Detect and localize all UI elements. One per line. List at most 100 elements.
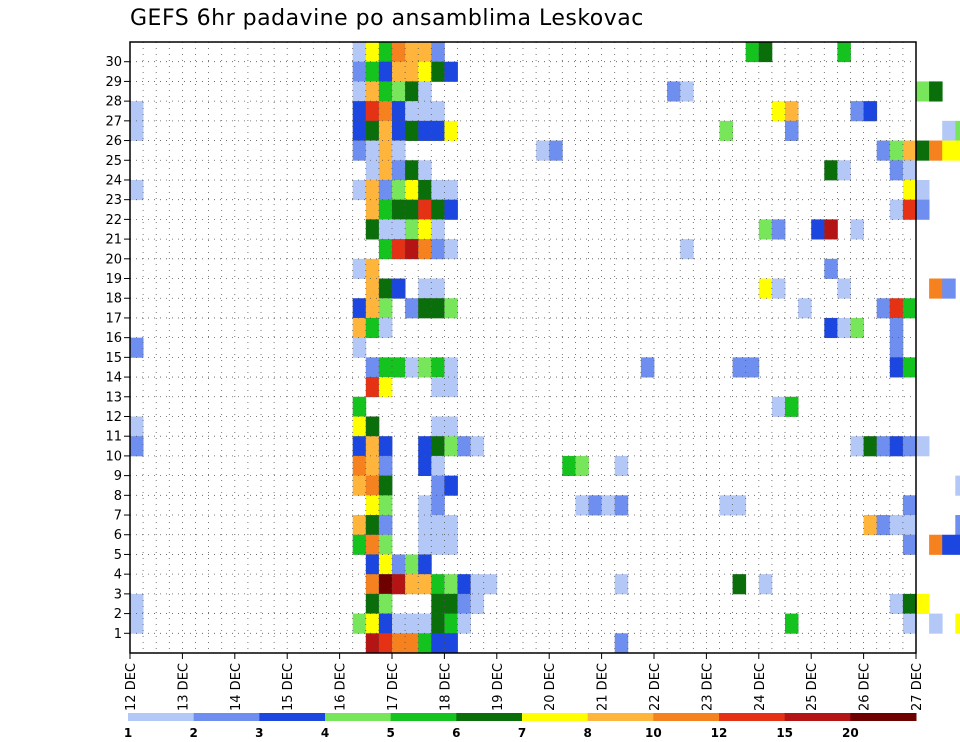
- heatmap-cell: [365, 633, 380, 654]
- heatmap-cell: [365, 42, 380, 63]
- x-tick-label: 21 DEC: [596, 663, 611, 711]
- heatmap-cell: [392, 219, 406, 240]
- heatmap-cell: [955, 120, 960, 141]
- heatmap-cell: [130, 416, 144, 437]
- heatmap-cell: [444, 475, 458, 496]
- heatmap-cell: [418, 81, 432, 102]
- heatmap-cell: [392, 140, 406, 161]
- heatmap-cell: [902, 179, 917, 201]
- heatmap-cell: [378, 495, 393, 516]
- colorbar-swatch: [653, 713, 720, 721]
- heatmap-cell: [365, 574, 380, 595]
- heatmap-cell: [732, 574, 747, 595]
- y-tick-label: 26: [105, 134, 122, 149]
- heatmap-cell: [365, 357, 380, 378]
- heatmap-cell: [365, 140, 380, 161]
- heatmap-cell: [392, 160, 406, 181]
- heatmap-cell: [929, 140, 943, 161]
- heatmap-cell: [889, 298, 904, 319]
- heatmap-cell: [405, 42, 419, 63]
- heatmap-cell: [392, 199, 406, 220]
- heatmap-cell: [431, 455, 445, 477]
- heatmap-cell: [418, 436, 432, 457]
- heatmap-cell: [378, 219, 393, 240]
- heatmap-cell: [352, 298, 367, 319]
- y-tick-label: 16: [105, 331, 122, 346]
- heatmap-cell: [365, 120, 380, 141]
- heatmap-cell: [392, 179, 406, 201]
- heatmap-cell: [889, 199, 904, 220]
- heatmap-cell: [392, 357, 406, 378]
- heatmap-cell: [902, 613, 917, 634]
- heatmap-cell: [889, 337, 904, 358]
- heatmap-cell: [365, 101, 380, 122]
- heatmap-cell: [378, 101, 393, 122]
- y-tick-label: 9: [114, 469, 122, 484]
- heatmap-cell: [352, 120, 367, 141]
- x-axis-ticks: 12 DEC 13 DEC 14 DEC 15 DEC 16 DEC 17 DEC 18 D…: [124, 653, 925, 711]
- colorbar-swatch: [128, 713, 195, 721]
- heatmap-cell: [378, 199, 393, 220]
- heatmap-cell: [431, 377, 445, 398]
- heatmap-cell: [352, 140, 367, 161]
- heatmap-cell: [130, 120, 144, 141]
- heatmap-cell: [418, 120, 432, 141]
- heatmap-cell: [955, 613, 960, 634]
- heatmap-cell: [431, 101, 445, 122]
- heatmap-cell: [352, 42, 367, 63]
- y-tick-label: 15: [105, 351, 122, 366]
- heatmap-cell: [837, 160, 851, 181]
- heatmap-cell: [916, 140, 930, 161]
- heatmap-cell: [863, 101, 878, 122]
- heatmap-cell: [365, 81, 380, 102]
- heatmap-cell: [431, 574, 445, 595]
- heatmap-cell: [365, 554, 380, 575]
- heatmap-cell: [431, 593, 445, 614]
- heatmap-cell: [444, 298, 458, 319]
- heatmap-cell: [431, 179, 445, 201]
- heatmap-cell: [902, 199, 917, 220]
- x-tick-label: 26 DEC: [858, 663, 873, 711]
- heatmap-cell: [365, 534, 380, 555]
- heatmap-cell: [889, 140, 904, 161]
- colorbar-swatch: [390, 713, 457, 721]
- chart-title: GEFS 6hr padavine po ansamblima Leskovac: [130, 6, 644, 31]
- heatmap-cell: [902, 534, 917, 555]
- heatmap-cell: [365, 317, 380, 339]
- heatmap-cell: [352, 258, 367, 279]
- heatmap-cell: [929, 613, 943, 634]
- heatmap-cell: [365, 475, 380, 496]
- heatmap-cell: [863, 436, 878, 457]
- x-tick-label: 23 DEC: [700, 663, 715, 711]
- colorbar-swatch: [850, 713, 917, 721]
- heatmap-cell: [916, 81, 930, 102]
- colorbar-label: 5: [386, 726, 394, 740]
- heatmap-cell: [916, 593, 930, 614]
- heatmap-cell: [470, 574, 485, 595]
- heatmap-cell: [431, 475, 445, 496]
- heatmap-cell: [431, 534, 445, 555]
- heatmap-cell: [365, 298, 380, 319]
- x-tick-label: 20 DEC: [543, 663, 558, 711]
- heatmap-cell: [719, 120, 733, 141]
- heatmap-cell: [431, 120, 445, 141]
- heatmap-cell: [732, 357, 747, 378]
- heatmap-cell: [405, 160, 419, 181]
- y-tick-label: 13: [105, 390, 122, 405]
- heatmap-cell: [431, 42, 445, 63]
- y-tick-label: 17: [105, 311, 122, 326]
- heatmap-cell: [378, 574, 393, 595]
- heatmap-cell: [392, 239, 406, 260]
- heatmap-cell: [352, 101, 367, 122]
- colorbar-swatch: [784, 713, 851, 721]
- heatmap-cell: [378, 61, 393, 82]
- heatmap-cell: [378, 436, 393, 457]
- heatmap-cell: [418, 633, 432, 654]
- heatmap-cell: [955, 515, 960, 536]
- heatmap-cell: [418, 61, 432, 82]
- heatmap-cell: [418, 495, 432, 516]
- heatmap-cell: [130, 593, 144, 614]
- heatmap-cell: [444, 633, 458, 654]
- heatmap-cell: [365, 515, 380, 536]
- heatmap-cell: [352, 179, 367, 201]
